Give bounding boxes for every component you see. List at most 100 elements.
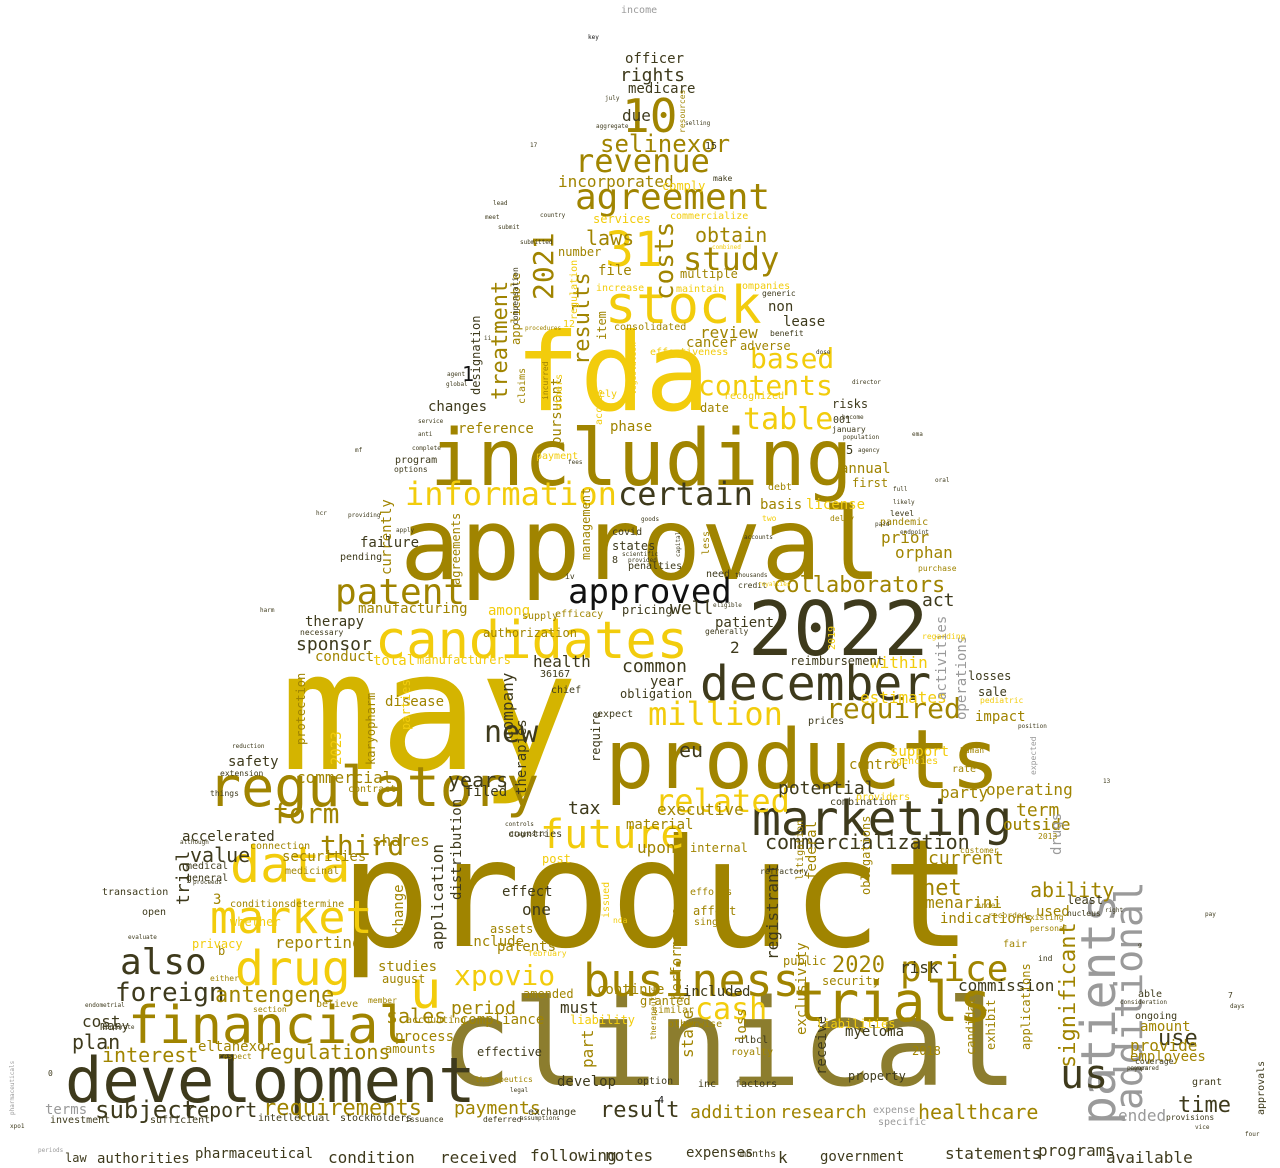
cloud-word: country [540, 212, 566, 219]
cloud-word: 3 [213, 892, 222, 908]
cloud-word: available [1106, 1148, 1193, 1167]
cloud-word: control [849, 757, 909, 773]
cloud-word: dose [816, 349, 831, 356]
cloud-word: conditions [230, 899, 291, 910]
cloud-word: statements [945, 1144, 1042, 1163]
cloud-word: covid [612, 527, 643, 538]
cloud-word: income [621, 5, 658, 16]
cloud-word: expenses [686, 1145, 754, 1161]
cloud-word: eu [679, 738, 704, 762]
cloud-word: cost [82, 1012, 121, 1031]
cloud-word: distribution [449, 798, 465, 900]
cloud-word: pediatric [980, 696, 1024, 705]
cloud-word: meet [485, 214, 500, 221]
cloud-word: amended [523, 987, 574, 1001]
cloud-word: upon [637, 838, 676, 857]
cloud-word: condition [328, 1148, 415, 1167]
cloud-word: selling [685, 120, 711, 127]
cloud-word: addition [690, 1102, 777, 1123]
cloud-word: 7 [1228, 991, 1233, 1000]
cloud-word: proceeds [193, 879, 222, 886]
cloud-word: efforts [690, 887, 733, 898]
cloud-word: net [922, 876, 962, 901]
cloud-word: transaction [102, 887, 169, 898]
cloud-word: services [593, 212, 651, 226]
cloud-word: goods [641, 516, 660, 523]
cloud-word: generally [705, 627, 749, 636]
cloud-word: commercialization [765, 830, 970, 854]
cloud-word: granted [640, 994, 691, 1008]
cloud-word: vice [1195, 1124, 1210, 1131]
cloud-word: submit [498, 224, 520, 231]
cloud-word: contents [698, 369, 833, 402]
cloud-word: deferred [483, 1115, 522, 1124]
cloud-word: cancer [686, 335, 737, 351]
cloud-word: prior [881, 528, 930, 547]
cloud-word: property [848, 1069, 906, 1083]
cloud-word: therapies [514, 719, 530, 795]
cloud-word: date [700, 401, 729, 415]
cloud-word: authorization [483, 626, 577, 640]
cloud-word: selinexor [600, 130, 731, 158]
cloud-word: position [1018, 723, 1047, 730]
cloud-word: new [484, 715, 539, 750]
cloud-word: interest [102, 1043, 199, 1067]
cloud-word: period [451, 998, 517, 1019]
cloud-word: 2018 [912, 1044, 941, 1058]
cloud-word: issuance [405, 1115, 444, 1124]
cloud-word: operations [954, 635, 970, 720]
cloud-word: diagnostic [510, 831, 547, 838]
cloud-word: patient [715, 615, 775, 631]
cloud-word: two [762, 514, 777, 523]
cloud-word: lease [783, 314, 826, 330]
cloud-word: royalties [758, 581, 791, 588]
cloud-word: either [210, 974, 239, 983]
cloud-word: include [465, 934, 525, 950]
cloud-word: sale [978, 685, 1007, 699]
cloud-word: agency [858, 447, 880, 454]
cloud-word: candidate [964, 989, 978, 1055]
cloud-word: expect [597, 709, 634, 720]
cloud-word: necessary [300, 628, 344, 637]
cloud-word: endometrial [85, 1002, 125, 1009]
cloud-word: form [272, 797, 340, 830]
cloud-word: consolidated [614, 322, 687, 333]
cloud-word: respect [218, 1052, 252, 1061]
cloud-word: myeloma [845, 1024, 905, 1040]
cloud-word: accounting [406, 1015, 467, 1026]
cloud-word: state [678, 1009, 697, 1058]
cloud-word: patent [335, 572, 466, 613]
cloud-word: basis [760, 497, 803, 513]
cloud-word: officer [625, 51, 685, 67]
cloud-word: 12 [563, 319, 576, 330]
cloud-word: 5 [846, 443, 854, 457]
cloud-word: endpoint [900, 529, 929, 536]
cloud-word: specific [878, 1117, 927, 1128]
cloud-word: least [1067, 893, 1104, 907]
cloud-word: delay [830, 514, 855, 523]
cloud-word: supply [522, 611, 559, 622]
cloud-word: director [852, 379, 881, 386]
cloud-word: result [600, 1098, 680, 1123]
cloud-word: item [595, 311, 609, 340]
cloud-word: 2022 [748, 585, 929, 673]
cloud-word: accounts [744, 534, 773, 541]
cloud-word: sponsor [296, 634, 372, 655]
cloud-word: 4 [658, 1095, 665, 1106]
cloud-word: performance [669, 907, 685, 1000]
cloud-word: reimbursement [790, 654, 884, 668]
cloud-word: otherwise [668, 1019, 723, 1030]
cloud-word: claims [517, 367, 528, 404]
cloud-word: compared [1130, 1065, 1159, 1072]
cloud-word: multiple [680, 267, 738, 281]
cloud-word: likely [893, 499, 915, 506]
cloud-word: oral [935, 477, 950, 484]
cloud-word: contract [348, 784, 397, 795]
cloud-word: medicare [628, 81, 696, 97]
cloud-word: related [655, 782, 790, 820]
cloud-word: companies [736, 281, 791, 292]
cloud-word: safety [228, 754, 279, 770]
cloud-word: internal [690, 841, 748, 855]
cloud-word: government [820, 1149, 905, 1165]
cloud-word: commercial [296, 768, 393, 787]
